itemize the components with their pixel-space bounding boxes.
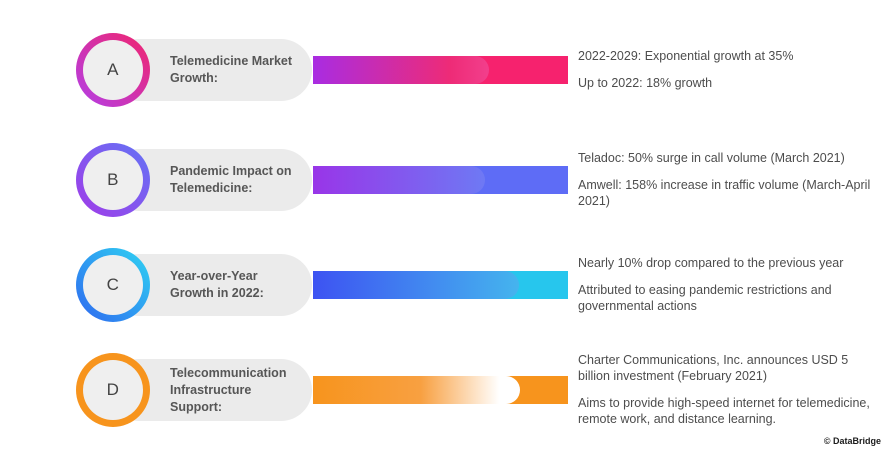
- detail-points: Nearly 10% drop compared to the previous…: [578, 230, 880, 340]
- databridge-watermark: © DataBridge: [823, 436, 881, 446]
- detail-point: Up to 2022: 18% growth: [578, 76, 713, 90]
- step-letter: D: [106, 380, 120, 399]
- detail-point: 2022-2029: Exponential growth at 35%: [578, 48, 794, 63]
- detail-point: Attributed to easing pandemic restrictio…: [578, 283, 832, 313]
- step-circle-b-fill: B: [83, 150, 143, 210]
- detail-points: Charter Communications, Inc. announces U…: [578, 335, 880, 445]
- step-letter: A: [107, 60, 119, 79]
- detail-point: Aims to provide high-speed internet for …: [578, 396, 870, 426]
- infographic-row-a: A Telemedicine Market Growth: 2022-2029:…: [0, 15, 887, 125]
- detail-points: Teladoc: 50% surge in call volume (March…: [578, 125, 880, 235]
- step-circle-d: D: [76, 353, 150, 427]
- step-circle-b: B: [76, 143, 150, 217]
- gradient-bar-overlay: [313, 56, 489, 84]
- step-circle-c: C: [76, 248, 150, 322]
- detail-point: Nearly 10% drop compared to the previous…: [578, 255, 844, 270]
- step-circle-a: A: [76, 33, 150, 107]
- gradient-bar-overlay: [313, 271, 519, 299]
- gradient-bar-overlay: [313, 376, 520, 404]
- step-label: Pandemic Impact on Telemedicine:: [170, 164, 292, 195]
- step-label: Telecommunication Infrastructure Support…: [170, 365, 287, 414]
- detail-points: 2022-2029: Exponential growth at 35% Up …: [578, 15, 880, 125]
- step-letter: B: [107, 170, 119, 189]
- step-circle-d-fill: D: [83, 360, 143, 420]
- detail-point: Charter Communications, Inc. announces U…: [578, 353, 849, 383]
- infographic-row-d: D Telecommunication Infrastructure Suppo…: [0, 335, 887, 445]
- step-circle-c-fill: C: [83, 255, 143, 315]
- step-label: Telemedicine Market Growth:: [170, 54, 293, 85]
- gradient-bar-overlay: [313, 166, 485, 194]
- step-label: Year-over-Year Growth in 2022:: [170, 269, 264, 300]
- step-circle-a-fill: A: [83, 40, 143, 100]
- detail-point: Amwell: 158% increase in traffic volume …: [578, 178, 871, 208]
- step-letter: C: [106, 275, 120, 294]
- infographic-row-c: C Year-over-Year Growth in 2022: Nearly …: [0, 230, 887, 340]
- infographic-row-b: B Pandemic Impact on Telemedicine: Telad…: [0, 125, 887, 235]
- detail-point: Teladoc: 50% surge in call volume (March…: [578, 150, 845, 165]
